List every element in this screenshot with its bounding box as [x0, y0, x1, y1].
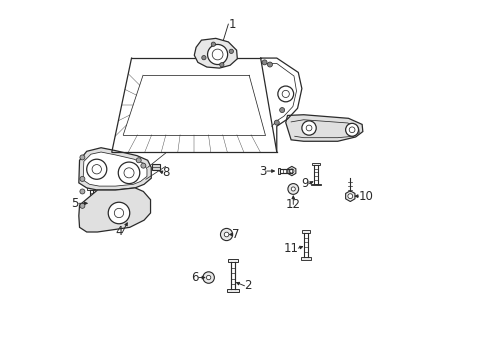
Text: 2: 2 — [244, 279, 251, 292]
Text: 4: 4 — [115, 225, 122, 238]
Polygon shape — [79, 188, 150, 232]
Circle shape — [136, 158, 141, 163]
Circle shape — [207, 44, 227, 64]
Circle shape — [347, 194, 352, 199]
Bar — [278, 168, 279, 174]
Bar — [226, 289, 239, 292]
Circle shape — [141, 163, 145, 168]
Circle shape — [267, 62, 272, 67]
Text: 1: 1 — [228, 18, 235, 31]
Circle shape — [118, 162, 140, 184]
Bar — [292, 169, 293, 173]
Circle shape — [219, 63, 224, 67]
Circle shape — [206, 275, 210, 280]
Circle shape — [287, 184, 298, 194]
Circle shape — [224, 232, 228, 237]
Circle shape — [124, 168, 134, 178]
Polygon shape — [83, 152, 147, 186]
Circle shape — [289, 169, 293, 173]
Circle shape — [212, 49, 223, 60]
Text: 3: 3 — [259, 165, 266, 177]
Text: 9: 9 — [301, 177, 308, 190]
Circle shape — [80, 155, 85, 160]
Circle shape — [80, 189, 85, 194]
Bar — [152, 163, 160, 170]
Circle shape — [305, 125, 311, 131]
Text: 11: 11 — [283, 242, 298, 255]
Circle shape — [274, 120, 279, 125]
Bar — [228, 259, 237, 262]
Text: 12: 12 — [285, 198, 300, 211]
Text: 6: 6 — [191, 271, 198, 284]
Polygon shape — [287, 166, 295, 176]
Bar — [86, 207, 96, 208]
Polygon shape — [285, 115, 362, 141]
Circle shape — [114, 208, 123, 218]
Polygon shape — [194, 39, 237, 68]
Circle shape — [211, 42, 215, 46]
Circle shape — [262, 60, 266, 65]
Polygon shape — [345, 191, 354, 202]
Bar — [312, 162, 320, 165]
Text: 7: 7 — [231, 228, 239, 241]
Circle shape — [220, 228, 232, 240]
Circle shape — [80, 203, 85, 208]
Circle shape — [92, 165, 101, 174]
Bar — [310, 184, 321, 185]
Circle shape — [80, 176, 85, 181]
Circle shape — [202, 55, 205, 60]
Circle shape — [282, 90, 289, 98]
Bar — [302, 230, 309, 233]
Bar — [301, 257, 310, 260]
Text: 5: 5 — [71, 197, 79, 210]
Circle shape — [279, 108, 284, 113]
Circle shape — [86, 159, 106, 179]
Text: 8: 8 — [162, 166, 169, 179]
Bar — [87, 188, 95, 190]
Circle shape — [229, 49, 233, 53]
Polygon shape — [79, 148, 151, 190]
Circle shape — [277, 86, 293, 102]
Circle shape — [345, 123, 358, 136]
Circle shape — [108, 202, 129, 224]
Circle shape — [348, 127, 354, 133]
Text: 10: 10 — [358, 190, 373, 203]
Circle shape — [291, 187, 295, 191]
Circle shape — [301, 121, 316, 135]
Circle shape — [203, 272, 214, 283]
